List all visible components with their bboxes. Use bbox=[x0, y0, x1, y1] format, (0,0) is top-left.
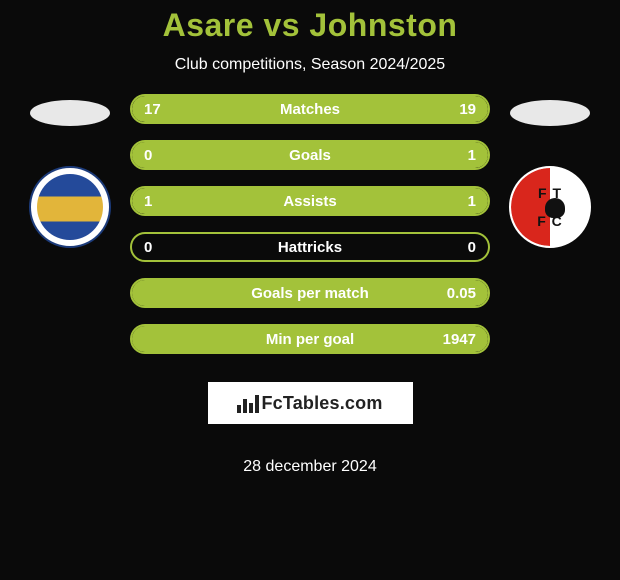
stat-row-mpg: Min per goal 1947 bbox=[130, 324, 490, 354]
branding-badge[interactable]: FcTables.com bbox=[208, 382, 413, 424]
stat-value-right: 1 bbox=[468, 193, 476, 210]
stat-row-gpm: Goals per match 0.05 bbox=[130, 278, 490, 308]
stat-row-assists: 1 Assists 1 bbox=[130, 186, 490, 216]
crest-right-bottom-text: F C bbox=[511, 213, 589, 229]
comparison-card: Asare vs Johnston Club competitions, Sea… bbox=[0, 0, 620, 476]
stats-column: 17 Matches 19 0 Goals 1 1 Assists 1 bbox=[120, 94, 500, 476]
stat-value-right: 19 bbox=[459, 101, 476, 118]
stat-value-right: 1 bbox=[468, 147, 476, 164]
stat-label: Min per goal bbox=[266, 331, 354, 348]
stat-row-matches: 17 Matches 19 bbox=[130, 94, 490, 124]
stat-row-goals: 0 Goals 1 bbox=[130, 140, 490, 170]
snapshot-date: 28 december 2024 bbox=[243, 458, 376, 476]
club-crest-right: F T F C bbox=[509, 166, 591, 248]
crest-right-half bbox=[511, 168, 550, 246]
stat-label: Goals bbox=[289, 147, 331, 164]
branding-text: FcTables.com bbox=[261, 393, 382, 414]
left-player-col bbox=[20, 94, 120, 248]
stat-fill-right bbox=[310, 188, 488, 214]
stat-label: Goals per match bbox=[251, 285, 369, 302]
stat-value-right: 0.05 bbox=[447, 285, 476, 302]
stat-value-right: 1947 bbox=[443, 331, 476, 348]
stat-value-left: 1 bbox=[144, 193, 152, 210]
player-silhouette-left bbox=[30, 100, 110, 126]
page-title: Asare vs Johnston bbox=[163, 7, 458, 44]
content-row: 17 Matches 19 0 Goals 1 1 Assists 1 bbox=[0, 94, 620, 476]
club-crest-right-inner: F T F C bbox=[511, 168, 589, 246]
bar-chart-icon bbox=[237, 393, 259, 413]
page-subtitle: Club competitions, Season 2024/2025 bbox=[175, 56, 445, 74]
club-crest-left bbox=[29, 166, 111, 248]
stat-value-left: 0 bbox=[144, 147, 152, 164]
right-player-col: F T F C bbox=[500, 94, 600, 248]
stat-value-left: 17 bbox=[144, 101, 161, 118]
stat-label: Assists bbox=[283, 193, 336, 210]
stat-row-hattricks: 0 Hattricks 0 bbox=[130, 232, 490, 262]
stat-value-right: 0 bbox=[468, 239, 476, 256]
stat-label: Hattricks bbox=[278, 239, 342, 256]
player-silhouette-right bbox=[510, 100, 590, 126]
stat-value-left: 0 bbox=[144, 239, 152, 256]
stat-label: Matches bbox=[280, 101, 340, 118]
club-crest-left-inner bbox=[37, 174, 103, 240]
